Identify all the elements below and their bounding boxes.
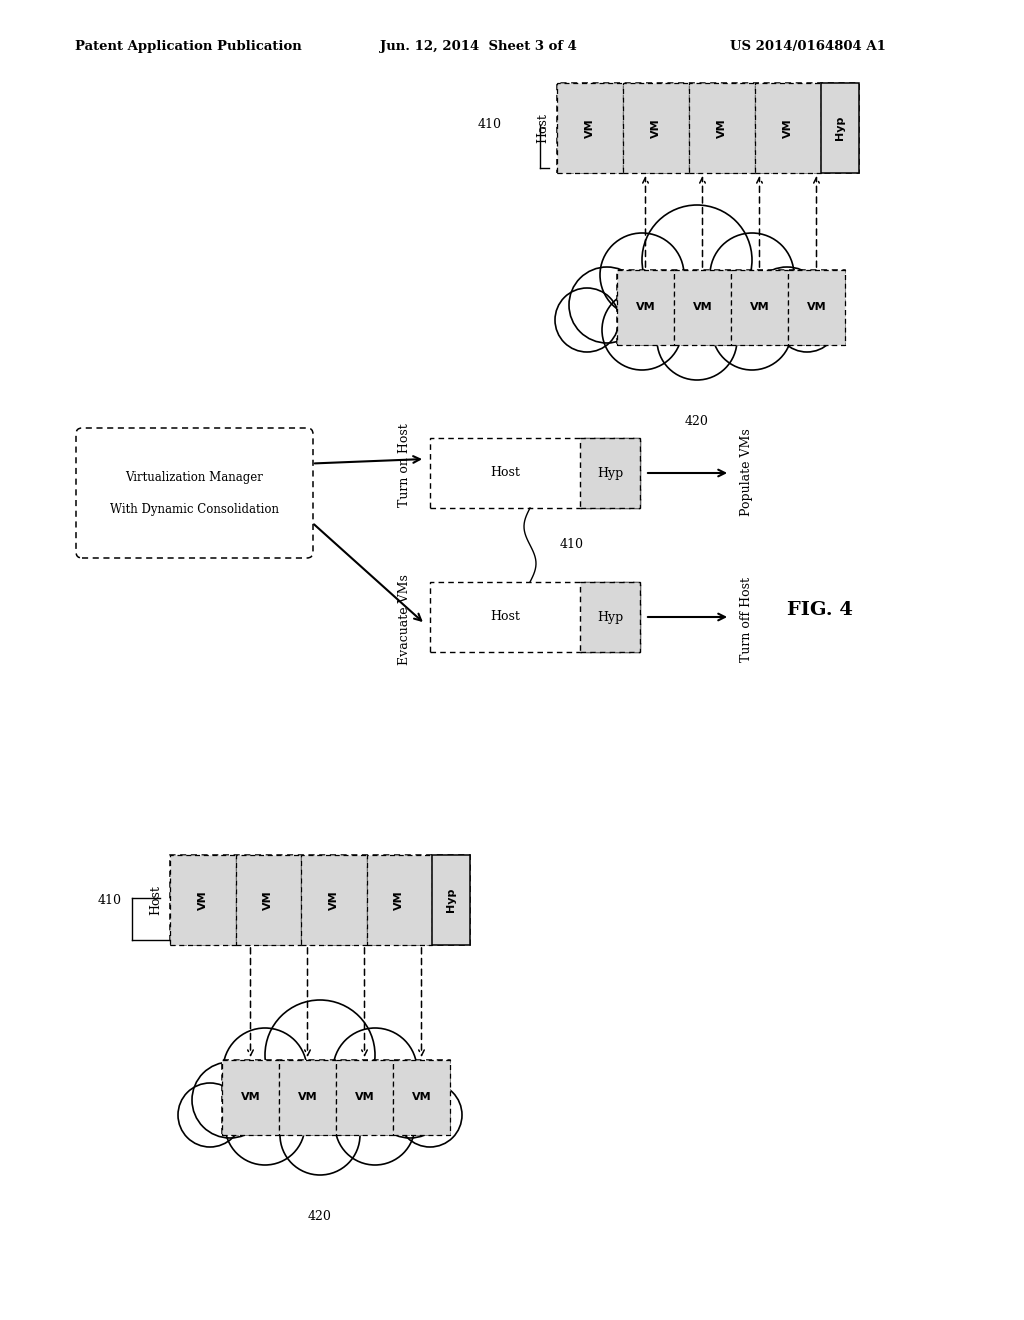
Text: VM: VM [394,890,404,909]
Text: FIG. 4: FIG. 4 [787,601,853,619]
Text: Turn on Host: Turn on Host [398,424,412,507]
Bar [222,1060,450,1135]
Bar [623,83,689,173]
Text: VM: VM [717,119,727,137]
Text: Turn off Host: Turn off Host [740,578,753,663]
Text: VM: VM [241,1093,260,1102]
Bar [731,271,788,345]
Circle shape [398,1082,462,1147]
Circle shape [555,288,618,352]
Circle shape [642,205,752,315]
Bar [336,1060,393,1135]
FancyBboxPatch shape [76,428,313,558]
Circle shape [280,1096,360,1175]
Text: Evacuate VMs: Evacuate VMs [398,574,412,665]
Text: US 2014/0164804 A1: US 2014/0164804 A1 [730,40,886,53]
Text: 410: 410 [478,119,502,132]
Text: 420: 420 [685,414,709,428]
Bar [393,1060,450,1135]
Text: With Dynamic Consolidation: With Dynamic Consolidation [110,503,279,516]
Text: VM: VM [692,302,713,313]
Text: VM: VM [354,1093,375,1102]
Text: Hyp: Hyp [446,888,456,912]
Text: 420: 420 [308,1210,332,1224]
Text: VM: VM [585,119,595,137]
Circle shape [775,288,839,352]
Text: VM: VM [783,119,794,137]
Bar [617,271,845,345]
Text: VM: VM [750,302,769,313]
Bar [222,1060,279,1135]
Circle shape [600,234,684,317]
Circle shape [712,290,792,370]
Bar [279,1060,336,1135]
Text: VM: VM [636,302,655,313]
Circle shape [178,1082,242,1147]
Text: VM: VM [651,119,662,137]
Bar [432,855,470,945]
Bar [674,271,731,345]
Circle shape [372,1063,449,1138]
Circle shape [225,1085,305,1166]
Text: Host: Host [490,610,520,623]
Bar [788,271,845,345]
Text: Populate VMs: Populate VMs [740,428,753,516]
Text: Hyp: Hyp [836,116,845,140]
Text: Hyp: Hyp [597,610,624,623]
Text: 410: 410 [560,539,584,552]
Text: VM: VM [298,1093,317,1102]
Text: Host: Host [490,466,520,479]
Bar [557,83,623,173]
Bar [430,438,640,508]
Circle shape [749,267,825,343]
Text: 410: 410 [98,894,122,907]
Bar [367,855,432,945]
Text: VM: VM [412,1093,431,1102]
Bar [557,83,859,173]
Circle shape [193,1063,268,1138]
Bar [821,83,859,173]
Bar [689,83,755,173]
Circle shape [657,300,737,380]
Bar [301,855,367,945]
Bar [617,271,674,345]
Circle shape [223,1028,307,1111]
Text: Host: Host [536,114,549,143]
Text: Patent Application Publication: Patent Application Publication [75,40,302,53]
Bar [580,438,640,508]
Circle shape [710,234,794,317]
Text: VM: VM [263,890,273,909]
Text: VM: VM [198,890,208,909]
Text: Host: Host [150,886,162,915]
Text: VM: VM [807,302,826,313]
Text: Hyp: Hyp [597,466,624,479]
Circle shape [265,1001,375,1110]
Bar [430,582,640,652]
Bar [170,855,236,945]
Circle shape [602,290,682,370]
Text: Virtualization Manager: Virtualization Manager [126,470,263,483]
Circle shape [333,1028,417,1111]
Bar [170,855,470,945]
Text: Jun. 12, 2014  Sheet 3 of 4: Jun. 12, 2014 Sheet 3 of 4 [380,40,577,53]
Bar [755,83,821,173]
Bar [236,855,301,945]
Circle shape [335,1085,415,1166]
Bar [580,582,640,652]
Circle shape [569,267,645,343]
Text: VM: VM [329,890,339,909]
